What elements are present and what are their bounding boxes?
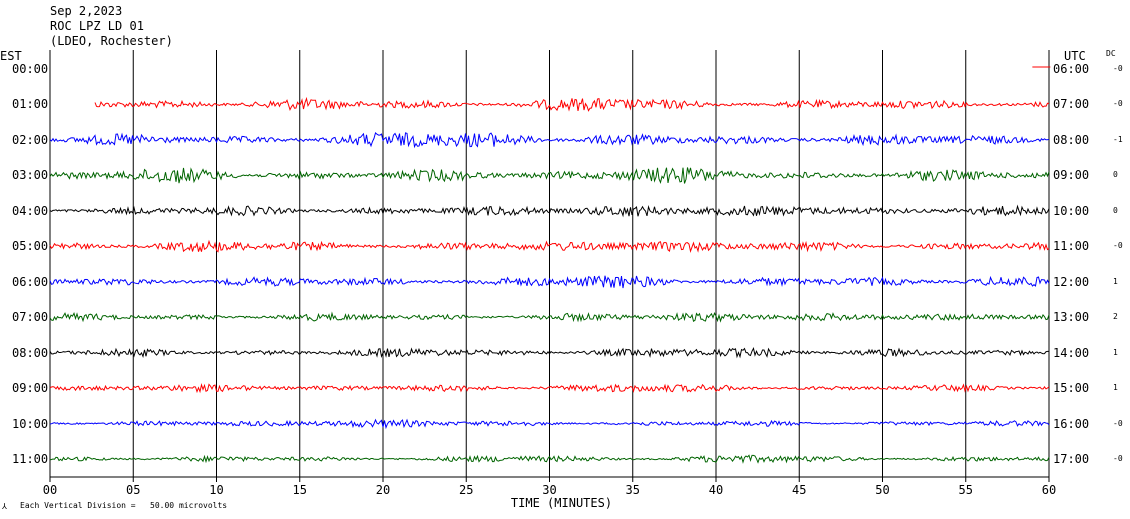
vertical-division-note: Each Vertical Division = 50.00 microvolt…: [20, 501, 228, 510]
utc-axis-title: UTC: [1064, 49, 1086, 63]
dc-offset-label: -0: [1113, 453, 1123, 463]
dc-offset-label: 1: [1113, 276, 1118, 286]
dc-offset-label: 1: [1113, 383, 1118, 393]
trace-02:00: [49, 132, 1050, 149]
est-hour-label: 11:00: [12, 451, 49, 466]
utc-hour-label: 09:00: [1053, 168, 1090, 183]
trace-10:00: [49, 418, 1050, 430]
utc-hour-label: 07:00: [1053, 97, 1090, 112]
utc-hour-label: 16:00: [1053, 416, 1090, 431]
utc-hour-label: 06:00: [1053, 62, 1090, 76]
x-tick-label: 35: [626, 483, 640, 497]
est-hour-label: 05:00: [12, 239, 49, 254]
x-tick-label: 40: [709, 483, 723, 497]
utc-hour-label: 14:00: [1053, 345, 1090, 360]
est-hour-label: 09:00: [12, 381, 49, 396]
x-tick-label: 50: [875, 483, 889, 497]
dc-offset-label: 0: [1113, 205, 1118, 215]
dc-offset-label: -0: [1113, 241, 1123, 251]
utc-hour-label: 10:00: [1053, 203, 1090, 218]
est-hour-label: 07:00: [12, 310, 49, 325]
dc-offset-label: -0: [1113, 64, 1123, 73]
trace-05:00: [49, 239, 1050, 254]
trace-09:00: [49, 383, 1050, 394]
chart-date: Sep 2,2023: [50, 4, 123, 18]
trace-03:00: [49, 167, 1050, 184]
dc-offset-label: 1: [1113, 347, 1118, 357]
utc-hour-label: 13:00: [1053, 310, 1090, 325]
est-hour-label: 10:00: [12, 416, 49, 431]
x-tick-label: 05: [126, 483, 140, 497]
utc-hour-label: 08:00: [1053, 132, 1090, 147]
x-tick-label: 55: [959, 483, 973, 497]
dc-offset-label: 2: [1113, 312, 1118, 322]
dc-column-title: DC: [1106, 49, 1116, 58]
est-hour-label: 08:00: [12, 345, 49, 360]
trace-07:00: [49, 311, 1050, 323]
trace-11:00: [49, 454, 1050, 464]
trace-06:00: [49, 275, 1050, 289]
est-hour-label: 04:00: [12, 203, 49, 218]
dc-offset-label: -0: [1113, 99, 1123, 109]
trace-01:00: [94, 96, 1050, 112]
est-hour-label: 06:00: [12, 274, 49, 289]
scale-icon: ⅄: [2, 502, 7, 511]
network-name: (LDEO, Rochester): [50, 34, 173, 48]
x-tick-label: 30: [542, 483, 556, 497]
x-axis-label: TIME (MINUTES): [511, 496, 612, 510]
x-tick-label: 10: [209, 483, 223, 497]
utc-hour-label: 17:00: [1053, 451, 1090, 466]
est-hour-label: 03:00: [12, 168, 49, 183]
est-axis-title: EST: [0, 49, 22, 63]
dc-offset-label: -0: [1113, 418, 1123, 428]
est-hour-label: 00:00: [12, 62, 49, 76]
x-tick-label: 45: [792, 483, 806, 497]
est-hour-label: 01:00: [12, 97, 49, 112]
x-tick-label: 60: [1042, 483, 1056, 497]
x-tick-label: 15: [293, 483, 307, 497]
utc-hour-label: 15:00: [1053, 381, 1090, 396]
trace-04:00: [49, 204, 1050, 218]
dc-offset-label: -1: [1113, 134, 1123, 144]
utc-hour-label: 11:00: [1053, 239, 1090, 254]
dc-offset-label: 0: [1113, 170, 1118, 180]
x-tick-label: 00: [43, 483, 57, 497]
trace-08:00: [49, 346, 1049, 359]
x-tick-label: 25: [459, 483, 473, 497]
est-hour-label: 02:00: [12, 132, 49, 147]
utc-hour-label: 12:00: [1053, 274, 1090, 289]
x-tick-label: 20: [376, 483, 390, 497]
station-name: ROC LPZ LD 01: [50, 19, 144, 33]
